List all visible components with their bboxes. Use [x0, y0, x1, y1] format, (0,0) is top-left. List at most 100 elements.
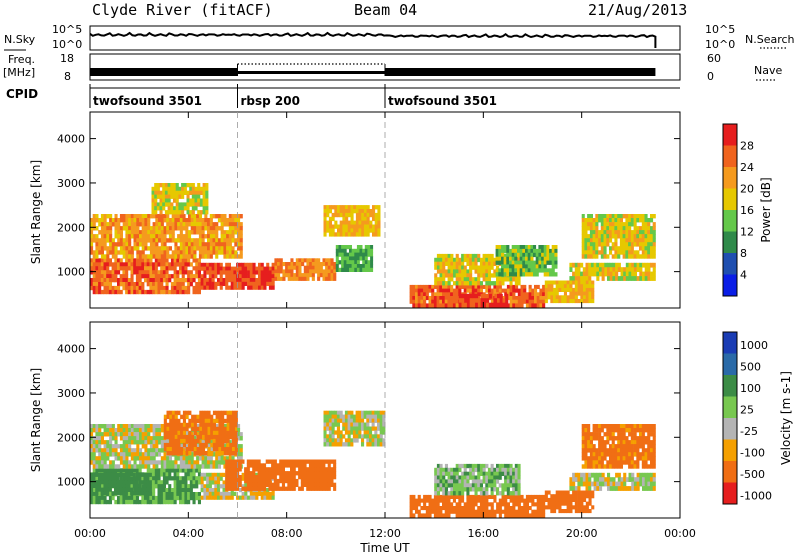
- heatmap-cell: [229, 418, 233, 424]
- heatmap-cell: [479, 273, 483, 278]
- heatmap-cell: [144, 452, 148, 457]
- heatmap-cell: [211, 488, 215, 493]
- heatmap-cell: [244, 486, 248, 491]
- heatmap-cell: [444, 288, 448, 293]
- heatmap-cell: [439, 483, 443, 488]
- heatmap-cell: [182, 460, 186, 465]
- heatmap-cell: [171, 460, 175, 465]
- heatmap-cell: [100, 476, 104, 481]
- heatmap-cell: [162, 289, 166, 295]
- heatmap-cell: [511, 245, 515, 250]
- heatmap-cell: [146, 483, 150, 488]
- heatmap-cell: [436, 467, 440, 473]
- heatmap-cell: [186, 210, 190, 215]
- heatmap-cell: [263, 270, 267, 275]
- heatmap-cell: [369, 410, 373, 415]
- heatmap-cell: [268, 482, 272, 487]
- heatmap-cell: [642, 271, 646, 277]
- heatmap-cell: [176, 278, 180, 283]
- heatmap-cell: [479, 498, 483, 503]
- heatmap-cell: [319, 265, 323, 270]
- heatmap-cell: [322, 467, 326, 472]
- heatmap-cell: [201, 456, 205, 461]
- heatmap-cell: [415, 299, 419, 304]
- heatmap-cell: [160, 495, 164, 501]
- heatmap-cell: [525, 264, 529, 269]
- heatmap-cell: [431, 296, 435, 301]
- heatmap-cell: [361, 418, 365, 423]
- heatmap-cell: [652, 230, 656, 235]
- heatmap-cell: [466, 298, 470, 303]
- heatmap-cell: [252, 278, 256, 283]
- heatmap-cell: [580, 271, 584, 277]
- heatmap-cell: [595, 222, 599, 227]
- heatmap-cell: [158, 230, 162, 235]
- heatmap-cell: [530, 260, 534, 265]
- heatmap-cell: [483, 298, 487, 303]
- heatmap-cell: [428, 296, 432, 301]
- heatmap-cell: [314, 463, 318, 468]
- heatmap-cell: [157, 492, 161, 497]
- heatmap-cell: [477, 292, 481, 297]
- heatmap-cell: [238, 459, 242, 464]
- heatmap-cell: [517, 260, 521, 265]
- heatmap-cell: [119, 468, 123, 473]
- heatmap-cell: [425, 506, 429, 511]
- heatmap-cell: [379, 426, 383, 431]
- heatmap-cell: [339, 220, 343, 225]
- heatmap-cell: [450, 284, 454, 289]
- heatmap-cell: [114, 226, 118, 231]
- heatmap-cell: [587, 254, 591, 259]
- heatmap-cell: [187, 289, 191, 295]
- cpid-segment-label: twofsound 3501: [93, 94, 202, 108]
- heatmap-cell: [119, 274, 123, 279]
- heatmap-cell: [200, 472, 204, 477]
- heatmap-cell: [223, 444, 227, 449]
- heatmap-cell: [342, 216, 346, 222]
- heatmap-cell: [111, 495, 115, 501]
- heatmap-cell: [550, 295, 554, 300]
- heatmap-cell: [582, 276, 586, 281]
- heatmap-cell: [490, 257, 494, 263]
- heatmap-cell: [198, 440, 202, 445]
- heatmap-cell: [249, 495, 253, 500]
- heatmap-cell: [196, 434, 200, 440]
- heatmap-cell: [158, 440, 162, 445]
- heatmap-cell: [164, 202, 168, 207]
- heatmap-cell: [569, 267, 573, 272]
- heatmap-cell: [181, 258, 185, 263]
- heatmap-cell: [108, 274, 112, 279]
- heatmap-cell: [197, 194, 201, 199]
- heatmap-cell: [450, 494, 454, 499]
- heatmap-cell: [352, 418, 356, 423]
- heatmap-cell: [506, 252, 510, 258]
- heatmap-cell: [185, 230, 189, 235]
- heatmap-cell: [103, 258, 107, 263]
- heatmap-cell: [111, 464, 115, 469]
- heatmap-cell: [108, 270, 112, 275]
- heatmap-cell: [114, 468, 118, 473]
- heatmap-cell: [361, 442, 365, 447]
- heatmap-cell: [179, 226, 183, 231]
- heatmap-cell: [177, 430, 181, 436]
- heatmap-cell: [617, 230, 621, 235]
- heatmap-cell: [190, 460, 194, 465]
- heatmap-cell: [239, 432, 243, 437]
- heatmap-cell: [239, 254, 243, 259]
- heatmap-cell: [138, 483, 142, 488]
- heatmap-cell: [106, 258, 110, 263]
- heatmap-cell: [182, 214, 186, 219]
- heatmap-cell: [367, 264, 371, 269]
- heatmap-cell: [328, 442, 332, 447]
- heatmap-cell: [436, 494, 440, 499]
- heatmap-cell: [592, 254, 596, 259]
- heatmap-cell: [204, 214, 208, 219]
- heatmap-cell: [98, 285, 102, 291]
- heatmap-cell: [247, 281, 251, 286]
- heatmap-cell: [535, 272, 539, 277]
- heatmap-cell: [281, 478, 285, 484]
- heatmap-cell: [333, 276, 337, 281]
- heatmap-cell: [412, 292, 416, 297]
- heatmap-cell: [241, 262, 245, 267]
- heatmap-cell: [361, 410, 365, 415]
